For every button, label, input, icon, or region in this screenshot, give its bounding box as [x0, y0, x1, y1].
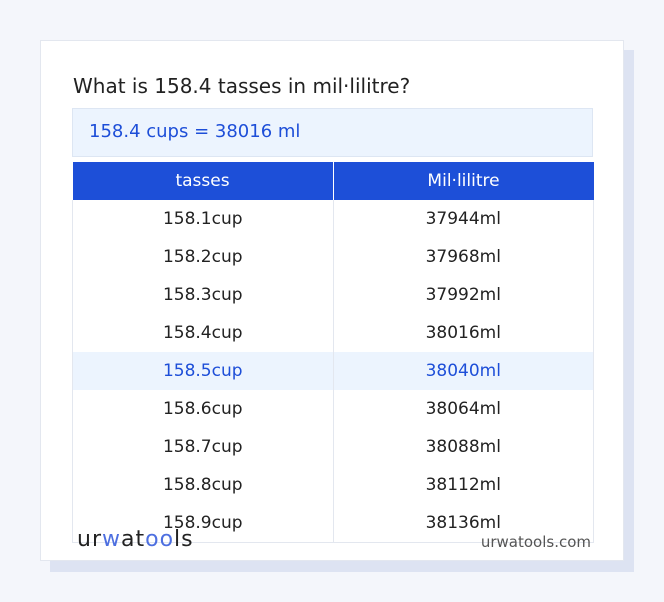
conversion-table: tasses Mil·lilitre 158.1cup 37944ml 158.2c… [72, 162, 594, 543]
tasses-cell: 158.2cup [72, 238, 334, 276]
table-row: 158.2cup 37968ml [72, 238, 594, 276]
column-header-tasses: tasses [72, 162, 333, 200]
millilitre-cell: 37992ml [332, 276, 594, 314]
tasses-cell: 158.5cup [72, 352, 334, 390]
table-row: 158.6cup 38064ml [72, 390, 594, 428]
tasses-cell: 158.6cup [72, 390, 334, 428]
table-row: 158.5cup 38040ml [72, 352, 594, 390]
millilitre-cell: 38088ml [332, 428, 594, 466]
millilitre-cell: 38064ml [332, 390, 594, 428]
converter-card: What is 158.4 tasses in mil·lilitre? 158… [40, 40, 624, 561]
table-row: 158.4cup 38016ml [72, 314, 594, 352]
tasses-cell: 158.7cup [72, 428, 334, 466]
tasses-cell: 158.4cup [72, 314, 334, 352]
millilitre-cell: 38040ml [332, 352, 594, 390]
millilitre-cell: 37968ml [332, 238, 594, 276]
column-header-millilitre: Mil·lilitre [332, 162, 594, 200]
table-row: 158.3cup 37992ml [72, 276, 594, 314]
table-row: 158.8cup 38112ml [72, 466, 594, 504]
result-box: 158.4 cups = 38016 ml [72, 108, 593, 157]
site-link[interactable]: urwatools.com [480, 533, 591, 551]
table-row: 158.9cup 38136ml [72, 504, 594, 543]
table-row: 158.7cup 38088ml [72, 428, 594, 466]
tasses-cell: 158.3cup [72, 276, 334, 314]
millilitre-cell: 38112ml [332, 466, 594, 504]
table-row: 158.1cup 37944ml [72, 200, 594, 238]
millilitre-cell: 37944ml [332, 200, 594, 238]
tasses-cell: 158.9cup [72, 504, 334, 543]
urwatools-logo[interactable]: urwatools [77, 527, 194, 552]
tasses-cell: 158.8cup [72, 466, 334, 504]
page-title: What is 158.4 tasses in mil·lilitre? [73, 74, 411, 98]
millilitre-cell: 38016ml [332, 314, 594, 352]
tasses-cell: 158.1cup [72, 200, 334, 238]
millilitre-cell: 38136ml [332, 504, 594, 543]
